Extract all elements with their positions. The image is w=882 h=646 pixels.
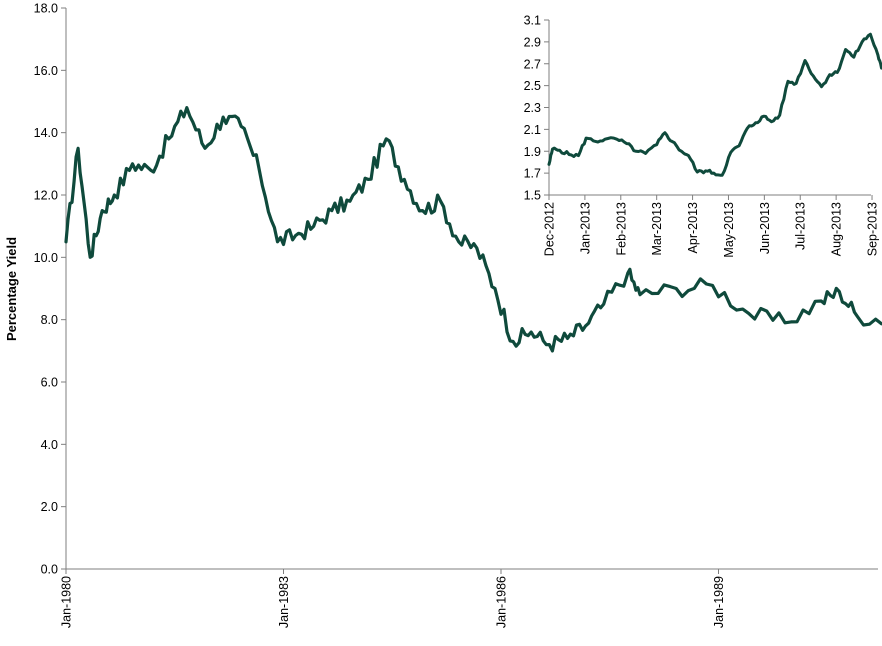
inset-y-tick-label: 3.1 bbox=[524, 14, 541, 28]
inset-y-tick-label: 1.5 bbox=[524, 189, 541, 203]
main-y-tick-label: 14.0 bbox=[34, 126, 58, 140]
main-y-tick-label: 10.0 bbox=[34, 251, 58, 265]
inset-x-tick-label: May-2013 bbox=[722, 202, 736, 258]
main-y-tick-label: 16.0 bbox=[34, 64, 58, 78]
inset-y-tick-label: 2.5 bbox=[524, 79, 541, 93]
inset-x-tick-label: Mar-2013 bbox=[650, 202, 664, 256]
inset-y-tick-label: 1.9 bbox=[524, 145, 541, 159]
inset-y-tick-label: 1.7 bbox=[524, 167, 541, 181]
main-y-tick-label: 12.0 bbox=[34, 189, 58, 203]
main-x-tick-label: Jan-1980 bbox=[60, 576, 74, 628]
inset-x-tick-label: Sep-2013 bbox=[866, 202, 880, 256]
inset-y-tick-label: 2.1 bbox=[524, 123, 541, 137]
main-y-tick-label: 0.0 bbox=[41, 563, 58, 577]
inset-x-tick-label: Dec-2012 bbox=[543, 202, 557, 256]
inset-x-tick-label: Aug-2013 bbox=[830, 202, 844, 256]
main-x-tick-label: Jan-1986 bbox=[495, 576, 509, 628]
inset-x-tick-label: Jun-2013 bbox=[758, 202, 772, 254]
inset-y-tick-label: 2.9 bbox=[524, 35, 541, 49]
main-series-line bbox=[64, 106, 882, 353]
main-chart: Percentage Yield 0.0 2.0 4.0 6.0 8.0 10.0 12.0… bbox=[4, 2, 882, 628]
main-y-axis-label: Percentage Yield bbox=[4, 237, 19, 341]
inset-y-tick-label: 2.7 bbox=[524, 57, 541, 71]
inset-x-tick-label: Jan-2013 bbox=[578, 202, 592, 254]
inset-y-tick-label: 2.3 bbox=[524, 101, 541, 115]
main-x-tick-label: Jan-1983 bbox=[277, 576, 291, 628]
main-y-tick-label: 6.0 bbox=[41, 376, 58, 390]
main-y-tick-label: 18.0 bbox=[34, 2, 58, 16]
main-x-tick-label: Jan-1989 bbox=[712, 576, 726, 628]
main-y-tick-label: 2.0 bbox=[41, 500, 58, 514]
inset-series-line bbox=[547, 32, 882, 177]
inset-x-tick-label: Apr-2013 bbox=[686, 202, 700, 253]
inset-chart: 1.5 1.7 1.9 2.1 2.3 2.5 2.7 2.9 3.1 Dec-2012 Jan-2… bbox=[524, 14, 882, 258]
main-y-tick-label: 8.0 bbox=[41, 313, 58, 327]
inset-x-tick-label: Feb-2013 bbox=[614, 202, 628, 256]
inset-x-tick-label: Jul-2013 bbox=[794, 202, 808, 250]
main-y-tick-label: 4.0 bbox=[41, 438, 58, 452]
